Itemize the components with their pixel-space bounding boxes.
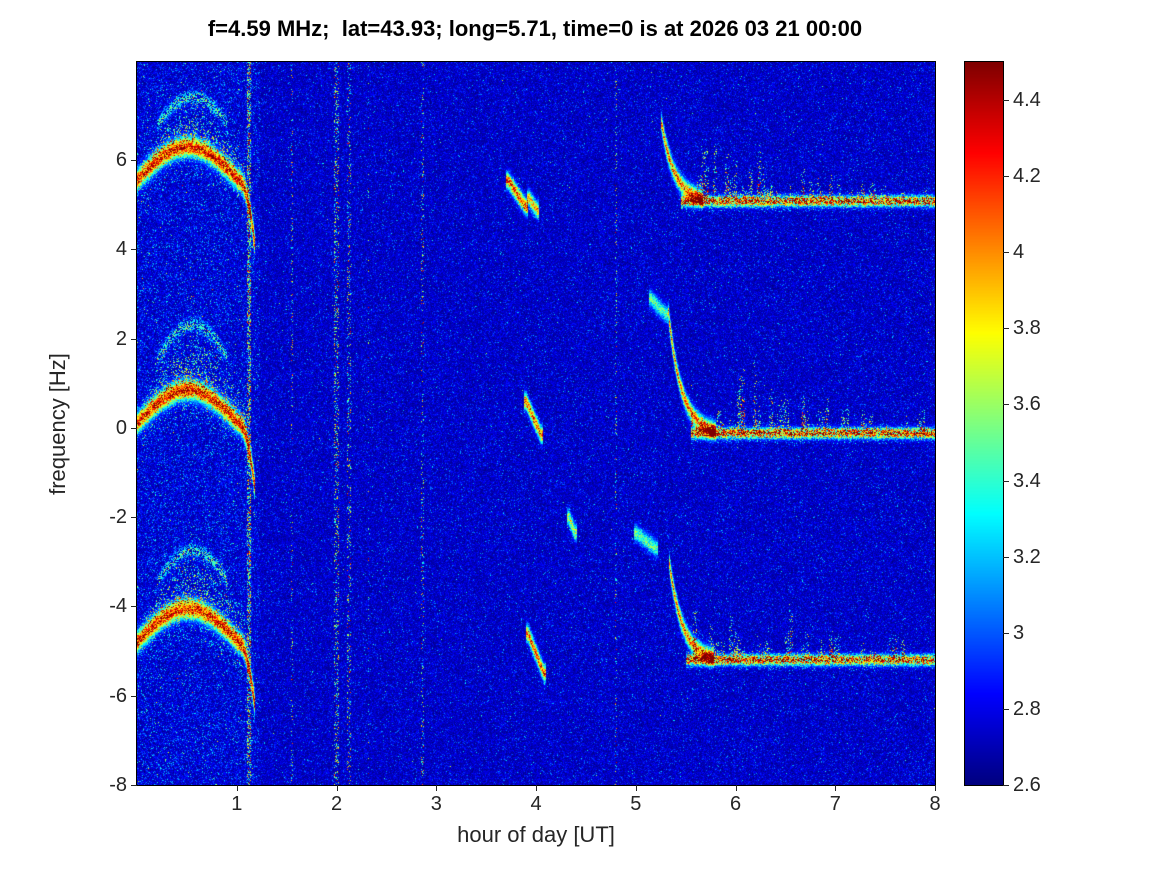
colorbar-tick-mark bbox=[1003, 404, 1009, 406]
y-tick-label: -6 bbox=[109, 684, 127, 707]
colorbar-tick-label: 4 bbox=[1013, 241, 1025, 264]
x-tick-label: 1 bbox=[231, 793, 243, 815]
x-tick-label: 8 bbox=[929, 793, 941, 815]
colorbar-gradient bbox=[965, 62, 1003, 785]
colorbar-tick-mark bbox=[1003, 252, 1009, 254]
x-tick-label: 4 bbox=[530, 793, 542, 815]
x-tick-mark bbox=[336, 785, 338, 791]
colorbar-tick-mark bbox=[1003, 632, 1009, 634]
y-tick-label: 6 bbox=[115, 149, 127, 172]
y-tick-label: -4 bbox=[109, 595, 127, 618]
y-tick-label: -8 bbox=[109, 774, 127, 796]
y-tick-mark bbox=[131, 249, 137, 251]
x-tick-mark bbox=[436, 785, 438, 791]
spectrogram-heatmap-canvas bbox=[137, 62, 935, 785]
colorbar-tick-label: 3.2 bbox=[1013, 545, 1041, 568]
colorbar-tick-label: 3.4 bbox=[1013, 469, 1041, 492]
y-tick-mark bbox=[131, 517, 137, 519]
y-tick-mark bbox=[131, 160, 137, 162]
y-tick-label: 0 bbox=[115, 416, 127, 439]
x-tick-mark bbox=[835, 785, 837, 791]
x-tick-mark bbox=[536, 785, 537, 791]
colorbar-tick-mark bbox=[1003, 328, 1009, 330]
y-tick-mark bbox=[131, 785, 137, 786]
x-tick-label: 2 bbox=[330, 793, 343, 815]
colorbar-tick-label: 2.6 bbox=[1013, 774, 1041, 796]
colorbar-tick-mark bbox=[1003, 176, 1009, 178]
colorbar-tick-mark bbox=[1003, 556, 1009, 558]
x-tick-mark bbox=[935, 785, 936, 791]
x-tick-mark bbox=[635, 785, 637, 791]
colorbar-tick-mark bbox=[1003, 785, 1009, 786]
x-tick-mark bbox=[735, 785, 737, 791]
x-tick-label: 7 bbox=[829, 793, 841, 815]
y-tick-label: 2 bbox=[115, 327, 127, 350]
y-tick-mark bbox=[131, 606, 137, 608]
colorbar-tick-label: 3.6 bbox=[1013, 393, 1041, 416]
x-axis-label: hour of day [UT] bbox=[457, 822, 615, 847]
colorbar-tick-label: 3 bbox=[1013, 621, 1025, 644]
chart-title: f=4.59 MHz; lat=43.93; long=5.71, time=0… bbox=[207, 16, 863, 41]
colorbar-tick-mark bbox=[1003, 480, 1009, 482]
colorbar-tick-mark bbox=[1003, 100, 1009, 102]
y-tick-label: 4 bbox=[115, 238, 127, 261]
y-tick-mark bbox=[131, 427, 137, 429]
x-tick-label: 3 bbox=[430, 793, 442, 815]
colorbar-tick-label: 4.2 bbox=[1013, 165, 1041, 188]
x-tick-mark bbox=[236, 785, 238, 791]
y-tick-mark bbox=[131, 338, 137, 340]
colorbar-tick-label: 2.8 bbox=[1013, 697, 1041, 720]
colorbar-tick-label: 3.8 bbox=[1013, 317, 1041, 340]
x-tick-label: 6 bbox=[729, 793, 742, 815]
x-tick-label: 5 bbox=[630, 793, 642, 815]
y-tick-label: -2 bbox=[109, 506, 127, 529]
y-tick-mark bbox=[131, 695, 137, 697]
colorbar-tick-mark bbox=[1003, 708, 1009, 710]
colorbar-tick-label: 4.4 bbox=[1013, 89, 1041, 112]
